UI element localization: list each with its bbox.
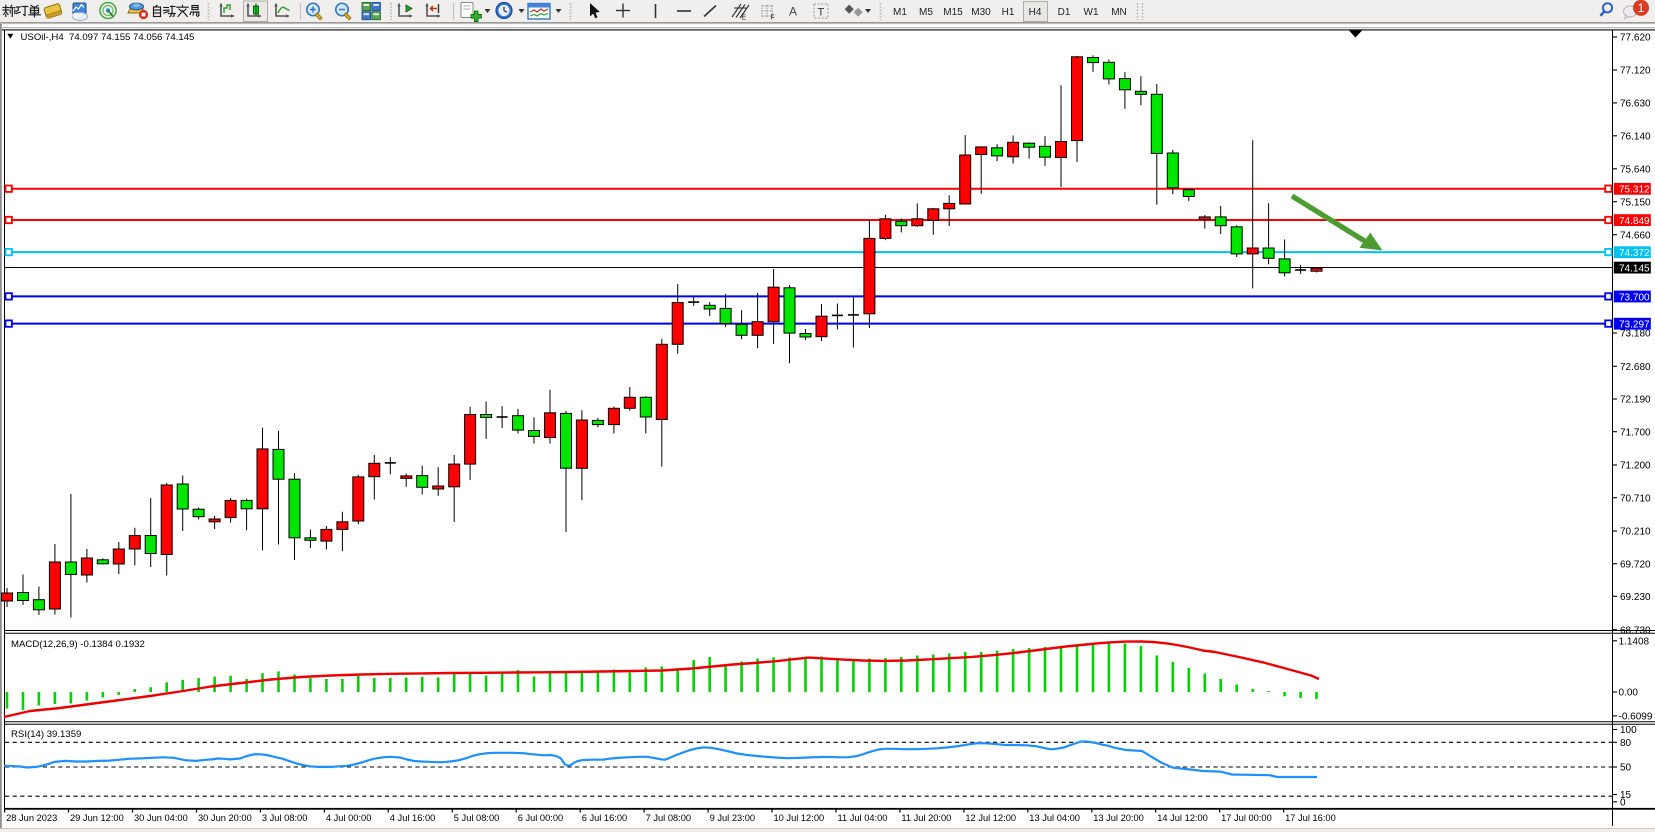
svg-text:17 Jul 16:00: 17 Jul 16:00 [1285,813,1336,823]
svg-text:M30: M30 [971,7,991,18]
svg-text:75.312: 75.312 [1619,185,1650,196]
svg-text:50: 50 [1620,763,1632,774]
svg-text:10 Jul 12:00: 10 Jul 12:00 [774,813,825,823]
svg-text:80: 80 [1620,738,1632,749]
svg-text:14 Jul 12:00: 14 Jul 12:00 [1157,813,1208,823]
svg-text:4 Jul 00:00: 4 Jul 00:00 [326,813,372,823]
svg-text:30 Jun 04:00: 30 Jun 04:00 [134,813,188,823]
svg-text:W1: W1 [1084,7,1099,18]
svg-text:F: F [771,15,775,22]
svg-text:M15: M15 [943,7,963,18]
svg-text:M5: M5 [919,7,933,18]
svg-text:H4: H4 [1029,7,1042,18]
svg-text:74.145: 74.145 [1619,263,1650,274]
svg-text:MN: MN [1111,7,1127,18]
svg-text:5 Jul 08:00: 5 Jul 08:00 [454,813,500,823]
svg-text:68.730: 68.730 [1620,625,1651,636]
svg-text:E: E [742,15,747,22]
svg-text:70.710: 70.710 [1620,493,1651,504]
svg-text:69.720: 69.720 [1620,559,1651,570]
svg-text:74.849: 74.849 [1619,216,1650,227]
svg-text:USOil-,H4 74.097 74.155 74.05: USOil-,H4 74.097 74.155 74.056 74.145 [21,32,195,43]
svg-text:77.120: 77.120 [1620,66,1651,77]
svg-text:-0.6099: -0.6099 [1619,712,1653,723]
svg-text:72.190: 72.190 [1620,395,1651,406]
svg-text:7 Jul 08:00: 7 Jul 08:00 [646,813,692,823]
svg-text:13 Jul 04:00: 13 Jul 04:00 [1029,813,1080,823]
svg-text:74.660: 74.660 [1620,230,1651,241]
svg-text:D1: D1 [1058,7,1071,18]
svg-text:H1: H1 [1002,7,1015,18]
svg-text:1.1408: 1.1408 [1619,636,1650,647]
svg-text:74.372: 74.372 [1619,248,1650,259]
svg-text:6 Jul 16:00: 6 Jul 16:00 [582,813,628,823]
svg-text:T: T [818,7,825,19]
svg-text:MACD(12,26,9) -0.1384 0.1932: MACD(12,26,9) -0.1384 0.1932 [11,639,145,650]
svg-text:70.210: 70.210 [1620,527,1651,538]
svg-text:72.680: 72.680 [1620,362,1651,373]
svg-text:77.620: 77.620 [1620,33,1651,44]
svg-text:0.00: 0.00 [1619,688,1639,699]
svg-text:73.180: 73.180 [1620,329,1651,340]
svg-text:4 Jul 16:00: 4 Jul 16:00 [390,813,436,823]
svg-text:69.230: 69.230 [1620,592,1651,603]
svg-text:RSI(14) 39.1359: RSI(14) 39.1359 [11,729,81,740]
svg-text:76.630: 76.630 [1620,99,1651,110]
svg-text:71.200: 71.200 [1620,461,1651,472]
svg-text:11 Jul 04:00: 11 Jul 04:00 [838,813,888,823]
svg-text:30 Jun 20:00: 30 Jun 20:00 [198,813,252,823]
svg-text:75.150: 75.150 [1620,197,1651,208]
svg-text:71.700: 71.700 [1620,427,1651,438]
svg-text:M1: M1 [893,7,907,18]
svg-text:A: A [789,5,797,19]
svg-text:73.297: 73.297 [1619,320,1650,331]
svg-text:100: 100 [1620,725,1637,736]
svg-text:9 Jul 23:00: 9 Jul 23:00 [710,813,756,823]
svg-text:3 Jul 08:00: 3 Jul 08:00 [262,813,308,823]
svg-text:17 Jul 00:00: 17 Jul 00:00 [1221,813,1272,823]
svg-text:76.140: 76.140 [1620,131,1651,142]
svg-text:75.640: 75.640 [1620,164,1651,175]
svg-text:28 Jun 2023: 28 Jun 2023 [6,813,57,823]
svg-text:1: 1 [1638,1,1645,15]
svg-text:29 Jun 12:00: 29 Jun 12:00 [70,813,124,823]
svg-text:73.700: 73.700 [1619,292,1650,303]
svg-text:13 Jul 20:00: 13 Jul 20:00 [1093,813,1144,823]
svg-text:0: 0 [1620,797,1626,808]
svg-text:11 Jul 20:00: 11 Jul 20:00 [901,813,951,823]
svg-text:15: 15 [1620,790,1632,801]
svg-text:12 Jul 12:00: 12 Jul 12:00 [965,813,1016,823]
svg-text:6 Jul 00:00: 6 Jul 00:00 [518,813,564,823]
